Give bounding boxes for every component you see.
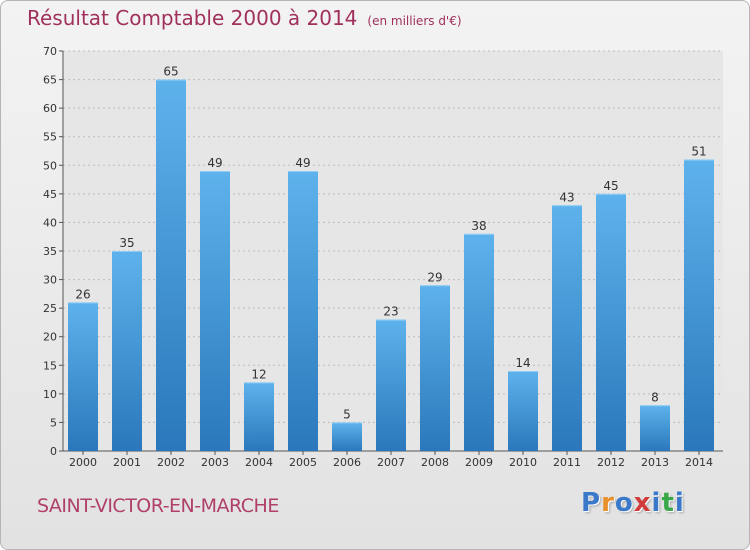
bar: [420, 285, 450, 451]
y-tick-label: 0: [50, 445, 57, 458]
x-tick-label: 2014: [685, 456, 713, 469]
bar-value-label: 51: [691, 145, 706, 159]
logo-letter: o: [614, 488, 634, 518]
bar: [288, 171, 318, 451]
logo-letter: r: [601, 488, 615, 518]
bar-value-label: 23: [383, 305, 398, 319]
bar-value-label: 5: [343, 407, 351, 421]
x-tick-label: 2007: [377, 456, 405, 469]
town-name: SAINT-VICTOR-EN-MARCHE: [37, 495, 279, 517]
x-tick-label: 2010: [509, 456, 537, 469]
x-tick-label: 2013: [641, 456, 669, 469]
bar: [156, 79, 186, 452]
x-tick-label: 2006: [333, 456, 361, 469]
y-tick-label: 70: [43, 45, 57, 58]
logo-letter: i: [674, 488, 685, 518]
y-tick-label: 25: [43, 302, 57, 315]
bar: [332, 422, 362, 451]
bar: [464, 233, 494, 451]
y-tick-label: 45: [43, 188, 57, 201]
y-tick-label: 20: [43, 331, 57, 344]
x-tick-label: 2005: [289, 456, 317, 469]
y-tick-label: 30: [43, 274, 57, 287]
x-tick-label: 2002: [157, 456, 185, 469]
logo-letter: P: [581, 488, 602, 518]
bar-value-label: 8: [651, 390, 659, 404]
bar-value-label: 26: [75, 287, 90, 301]
x-tick-label: 2000: [69, 456, 97, 469]
x-tick-label: 2009: [465, 456, 493, 469]
bar: [200, 171, 230, 451]
y-tick-label: 10: [43, 388, 57, 401]
x-tick-label: 2003: [201, 456, 229, 469]
bar-value-label: 14: [515, 356, 530, 370]
y-tick-label: 65: [43, 74, 57, 87]
y-tick-label: 35: [43, 245, 57, 258]
x-tick-label: 2001: [113, 456, 141, 469]
bar: [376, 319, 406, 451]
bar: [596, 193, 626, 451]
x-tick-label: 2004: [245, 456, 273, 469]
y-tick-label: 60: [43, 102, 57, 115]
x-tick-label: 2011: [553, 456, 581, 469]
logo-letter: x: [633, 488, 652, 518]
bar: [552, 205, 582, 451]
x-tick-label: 2008: [421, 456, 449, 469]
chart-title: Résultat Comptable 2000 à 2014 (en millie…: [27, 6, 462, 30]
bar-value-label: 38: [471, 219, 486, 233]
logo-letter: t: [661, 488, 675, 518]
bar-value-label: 65: [163, 65, 178, 79]
bar-value-label: 49: [295, 156, 310, 170]
y-tick-label: 5: [50, 416, 57, 429]
y-tick-label: 40: [43, 216, 57, 229]
x-tick-label: 2012: [597, 456, 625, 469]
bar: [684, 159, 714, 452]
bar: [244, 382, 274, 451]
proxiti-logo: Proxiti: [581, 488, 685, 518]
bar-value-label: 49: [207, 156, 222, 170]
bar-value-label: 29: [427, 270, 442, 284]
bar: [68, 302, 98, 451]
bar-value-label: 12: [251, 367, 266, 381]
chart-subtitle: (en milliers d'€): [367, 14, 462, 28]
chart-title-text: Résultat Comptable 2000 à 2014: [27, 6, 358, 30]
bar: [112, 251, 142, 451]
y-tick-label: 15: [43, 359, 57, 372]
y-tick-label: 55: [43, 131, 57, 144]
logo-letter: i: [651, 488, 662, 518]
bar: [640, 405, 670, 451]
y-tick-label: 50: [43, 159, 57, 172]
bar-value-label: 35: [119, 236, 134, 250]
bar-value-label: 43: [559, 190, 574, 204]
bar-value-label: 45: [603, 179, 618, 193]
bar: [508, 371, 538, 451]
